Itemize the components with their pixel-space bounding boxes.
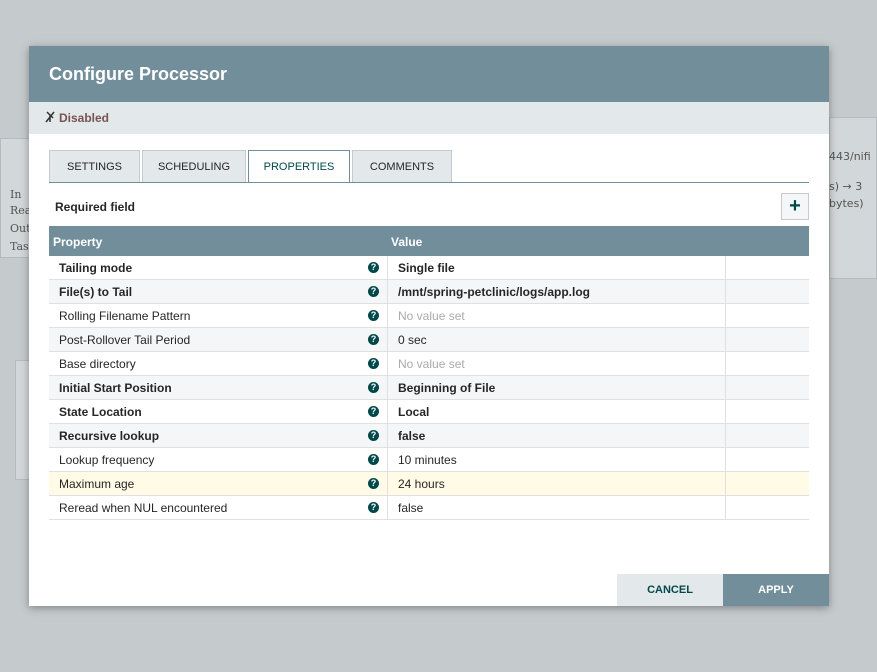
property-value: false xyxy=(398,501,424,515)
table-row[interactable]: Lookup frequency? 10 minutes xyxy=(49,448,809,472)
background-text: Out xyxy=(10,222,31,235)
help-icon[interactable]: ? xyxy=(368,502,379,513)
divider xyxy=(387,304,388,328)
property-name: File(s) to Tail xyxy=(59,285,133,299)
property-value: No value set xyxy=(398,309,465,323)
property-name: Lookup frequency xyxy=(59,453,155,467)
background-text: In xyxy=(10,188,22,201)
apply-button[interactable]: APPLY xyxy=(723,574,829,606)
divider xyxy=(725,304,726,328)
cancel-button[interactable]: CANCEL xyxy=(617,574,723,606)
background-panel xyxy=(829,117,877,279)
tab[interactable]: SCHEDULING xyxy=(142,150,246,183)
table-header: Property Value xyxy=(49,226,809,256)
table-row[interactable]: State Location? Local xyxy=(49,400,809,424)
table-row[interactable]: Maximum age? 24 hours xyxy=(49,472,809,496)
tab-rule xyxy=(49,182,809,183)
divider xyxy=(725,496,726,520)
help-icon[interactable]: ? xyxy=(368,310,379,321)
help-icon[interactable]: ? xyxy=(368,478,379,489)
dialog-header: Configure Processor xyxy=(29,46,829,102)
table-row[interactable]: Post-Rollover Tail Period? 0 sec xyxy=(49,328,809,352)
help-icon[interactable]: ? xyxy=(368,454,379,465)
help-icon[interactable]: ? xyxy=(368,358,379,369)
table-row[interactable]: Initial Start Position? Beginning of File xyxy=(49,376,809,400)
divider xyxy=(725,328,726,352)
property-name: Maximum age xyxy=(59,477,135,491)
background-text: 443/nifi xyxy=(829,150,871,163)
table-row[interactable]: Rolling Filename Pattern? No value set xyxy=(49,304,809,328)
status: Disabled xyxy=(59,111,110,125)
divider xyxy=(387,376,388,400)
property-name: State Location xyxy=(59,405,142,419)
divider xyxy=(387,400,388,424)
property-value: 10 minutes xyxy=(398,453,457,467)
column-header: Property xyxy=(53,235,103,249)
property-name: Tailing mode xyxy=(59,261,133,275)
property-value: Beginning of File xyxy=(398,381,496,395)
divider xyxy=(387,280,388,304)
column-header: Value xyxy=(391,235,423,249)
property-value: 24 hours xyxy=(398,477,445,491)
property-value: 0 sec xyxy=(398,333,427,347)
disabled-icon xyxy=(45,111,55,123)
divider xyxy=(387,328,388,352)
help-icon[interactable]: ? xyxy=(368,334,379,345)
background-text: bytes) xyxy=(829,197,864,210)
help-icon[interactable]: ? xyxy=(368,382,379,393)
table-row[interactable]: File(s) to Tail? /mnt/spring-petclinic/lo… xyxy=(49,280,809,304)
help-icon[interactable]: ? xyxy=(368,286,379,297)
background-text: Rea xyxy=(10,204,32,217)
table-row[interactable]: Base directory? No value set xyxy=(49,352,809,376)
divider xyxy=(387,352,388,376)
divider xyxy=(725,256,726,280)
required-note: Required field xyxy=(55,200,136,214)
divider xyxy=(725,472,726,496)
help-icon[interactable]: ? xyxy=(368,262,379,273)
divider xyxy=(725,424,726,448)
divider xyxy=(387,448,388,472)
status-bar: Disabled xyxy=(29,102,829,134)
divider xyxy=(387,472,388,496)
property-value: /mnt/spring-petclinic/logs/app.log xyxy=(398,285,591,299)
tab[interactable]: PROPERTIES xyxy=(248,150,350,183)
property-name: Initial Start Position xyxy=(59,381,172,395)
divider xyxy=(725,400,726,424)
background-text: Tas xyxy=(10,240,29,253)
property-value: No value set xyxy=(398,357,465,371)
table-row[interactable]: Recursive lookup? false xyxy=(49,424,809,448)
help-icon[interactable]: ? xyxy=(368,430,379,441)
divider xyxy=(725,280,726,304)
property-name: Rolling Filename Pattern xyxy=(59,309,191,323)
add-property-button[interactable]: + xyxy=(781,193,809,220)
property-name: Base directory xyxy=(59,357,136,371)
property-name: Recursive lookup xyxy=(59,429,160,443)
divider xyxy=(725,352,726,376)
table-row[interactable]: Tailing mode? Single file xyxy=(49,256,809,280)
divider xyxy=(725,376,726,400)
divider xyxy=(387,256,388,280)
property-name: Post-Rollover Tail Period xyxy=(59,333,191,347)
divider xyxy=(387,424,388,448)
property-value: false xyxy=(398,429,426,443)
dialog: Configure Processor Disabled SETTINGS SCH… xyxy=(29,46,829,606)
help-icon[interactable]: ? xyxy=(368,406,379,417)
table-row[interactable]: Reread when NUL encountered? false xyxy=(49,496,809,520)
background-text: s) → 3 xyxy=(829,180,863,193)
property-value: Local xyxy=(398,405,430,419)
tab[interactable]: SETTINGS xyxy=(49,150,140,183)
dialog-title: Configure Processor xyxy=(49,64,228,84)
tab[interactable]: COMMENTS xyxy=(352,150,452,183)
property-value: Single file xyxy=(398,261,455,275)
property-name: Reread when NUL encountered xyxy=(59,501,228,515)
divider xyxy=(387,496,388,520)
divider xyxy=(725,448,726,472)
